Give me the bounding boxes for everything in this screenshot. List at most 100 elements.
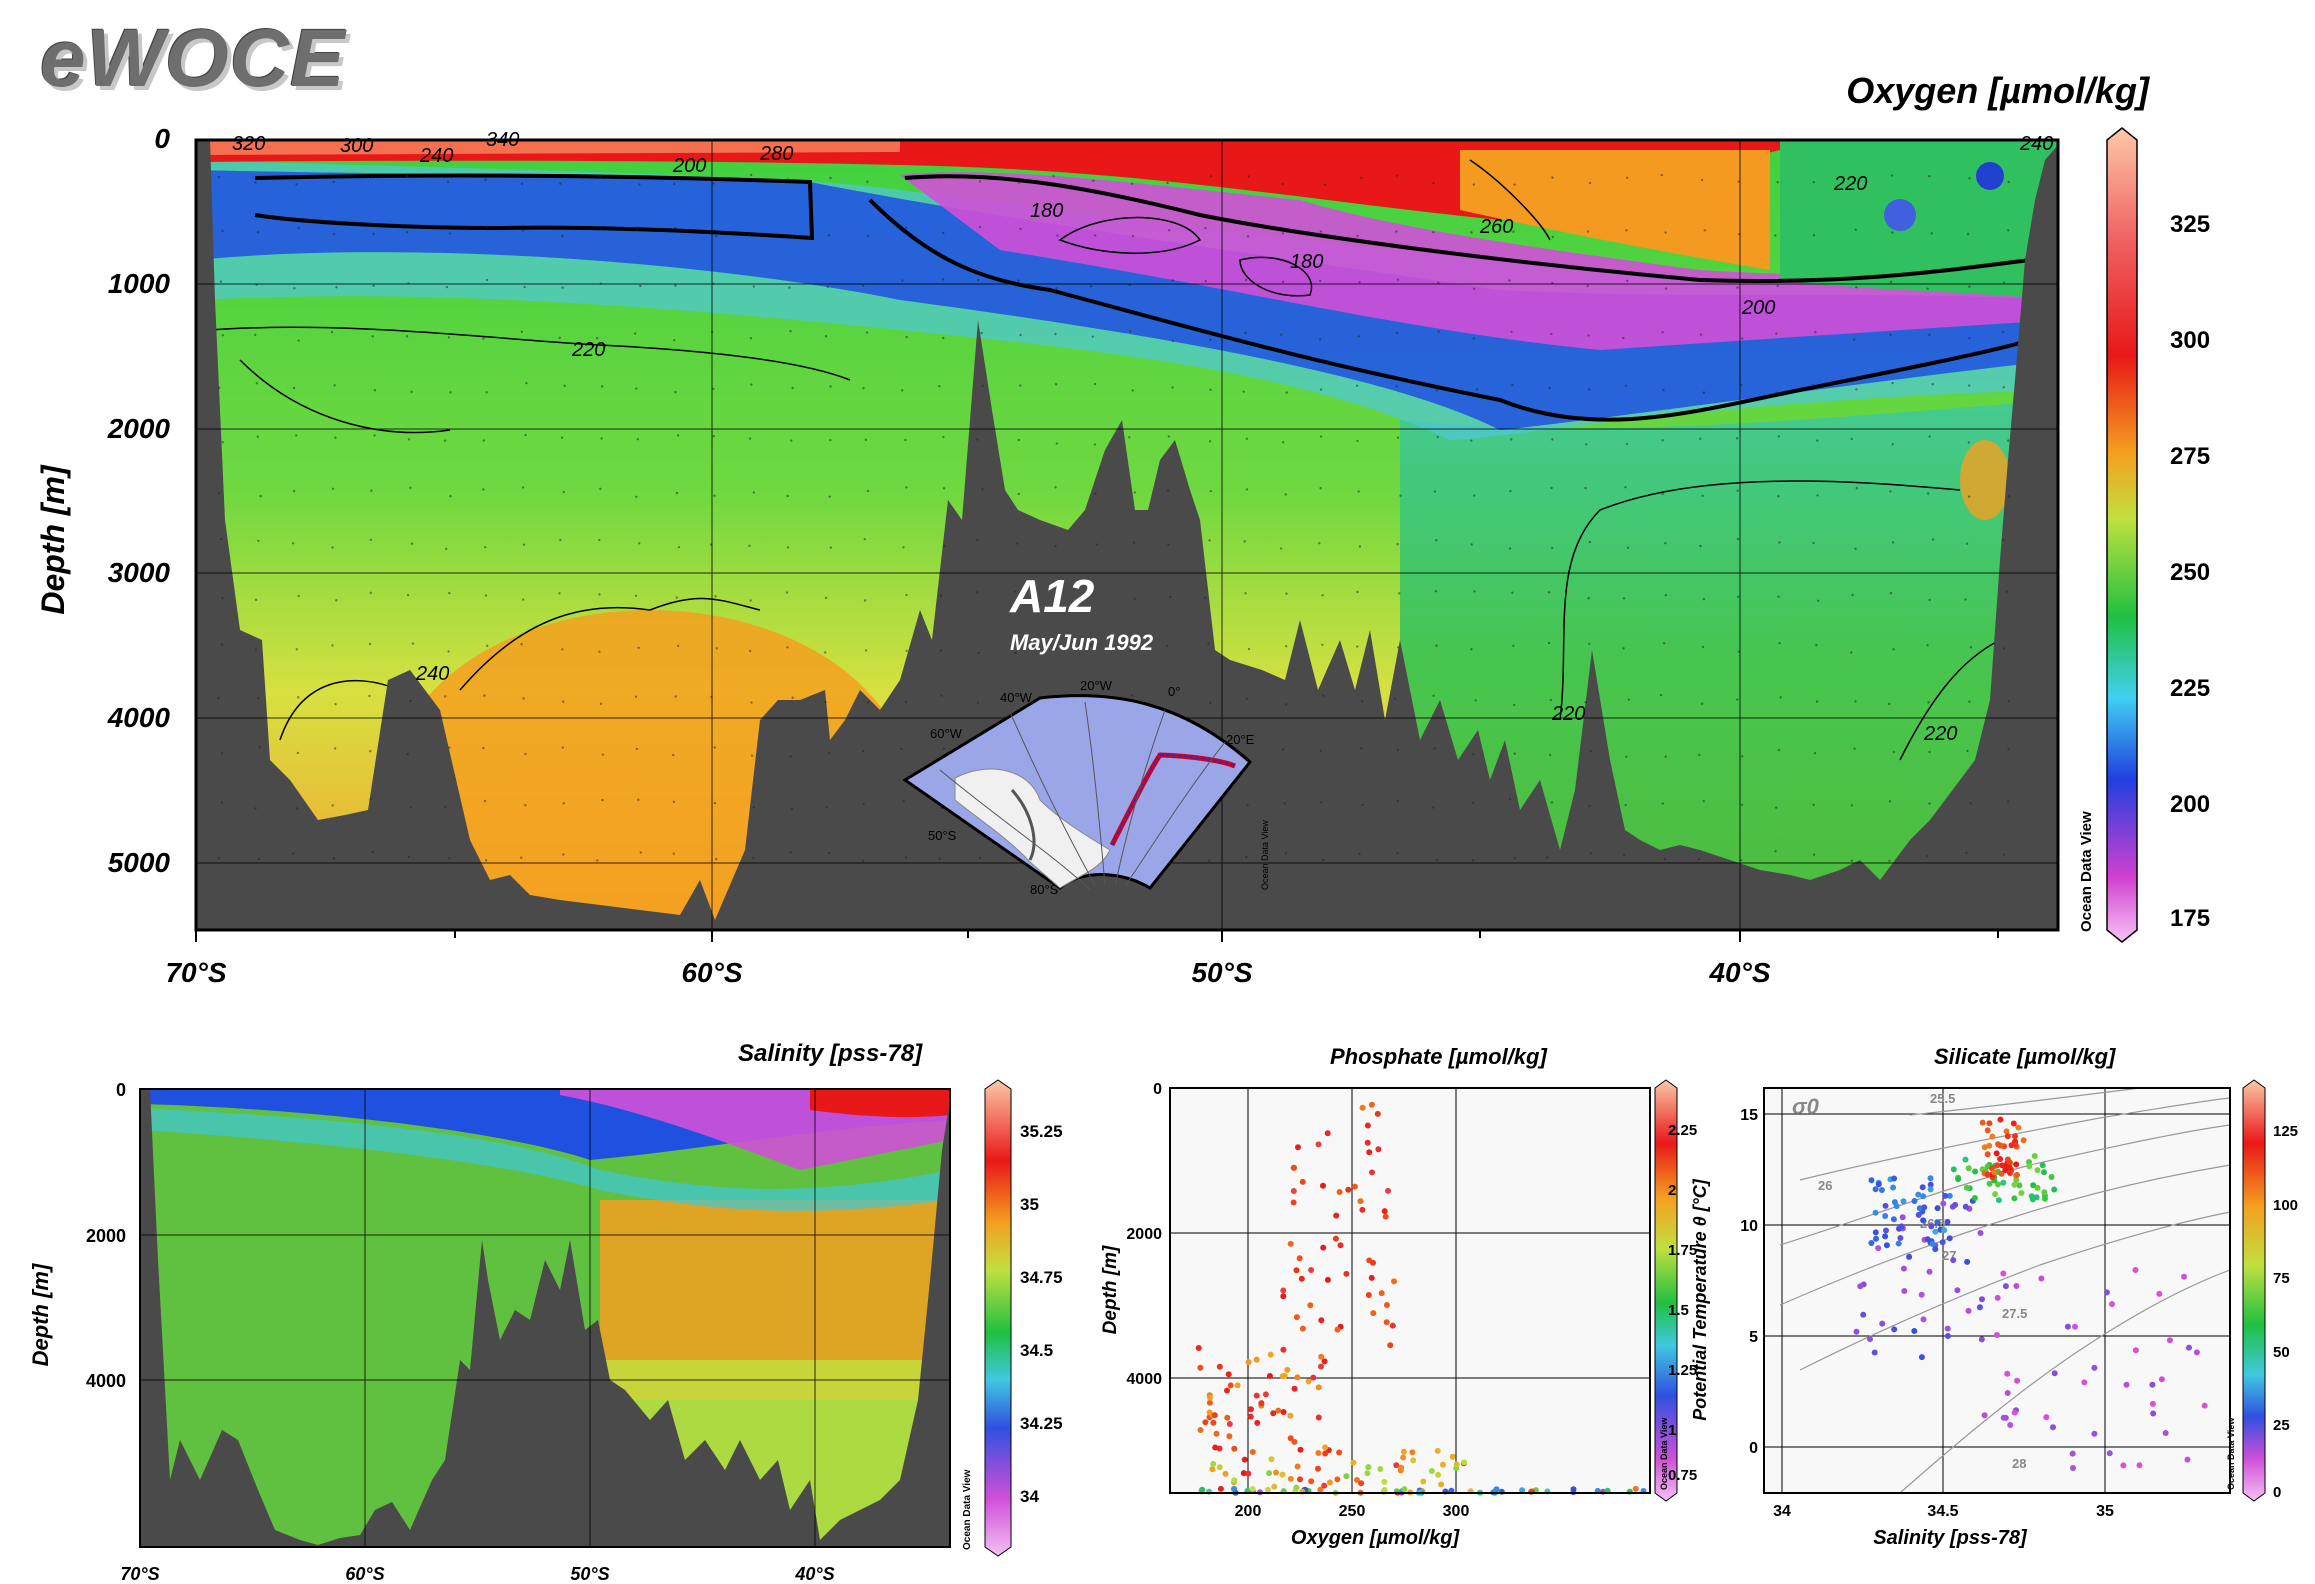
station-sample-dot bbox=[598, 538, 601, 542]
station-sample-dot bbox=[558, 592, 561, 595]
station-sample-dot bbox=[1775, 332, 1778, 335]
station-sample-dot bbox=[824, 335, 828, 338]
station-sample-dot bbox=[713, 494, 716, 497]
station-sample-dot bbox=[372, 284, 375, 288]
scatter-point bbox=[1978, 1336, 1985, 1343]
scatter-point bbox=[1879, 1320, 1886, 1327]
scatter-point bbox=[2004, 1390, 2011, 1396]
scatter-point bbox=[1287, 1435, 1294, 1442]
y-tick: 15 bbox=[1740, 1107, 1758, 1124]
station-sample-dot bbox=[1776, 180, 1779, 184]
scatter-point bbox=[1979, 1296, 1985, 1303]
station-sample-dot bbox=[1244, 331, 1247, 335]
scatter-point bbox=[2091, 1364, 2098, 1371]
station-sample-dot bbox=[219, 280, 223, 283]
station-sample-dot bbox=[562, 700, 565, 703]
station-sample-dot bbox=[1094, 492, 1097, 495]
station-sample-dot bbox=[484, 178, 487, 181]
station-sample-dot bbox=[1626, 279, 1629, 283]
station-sample-dot bbox=[220, 643, 224, 646]
silicate-ts-chart: σ0 25.5 26 26.5 27 27.5 28 0 5 10 15 34 … bbox=[1690, 1079, 2298, 1549]
station-sample-dot bbox=[1356, 235, 1359, 238]
scatter-point bbox=[1381, 1208, 1388, 1215]
station-sample-dot bbox=[1360, 700, 1364, 703]
scatter-point bbox=[1950, 1166, 1957, 1173]
scatter-point bbox=[2120, 1462, 2127, 1469]
scatter-point bbox=[1365, 1464, 1372, 1471]
scatter-point bbox=[2004, 1156, 2011, 1163]
scatter-point bbox=[1927, 1186, 1934, 1193]
scatter-point bbox=[1882, 1233, 1889, 1240]
y-tick: 2000 bbox=[86, 1226, 126, 1246]
station-sample-dot bbox=[600, 228, 603, 231]
scatter-point bbox=[1934, 1219, 1941, 1226]
station-sample-dot bbox=[372, 232, 375, 236]
station-sample-dot bbox=[902, 799, 905, 803]
scatter-point bbox=[1253, 1356, 1260, 1363]
scatter-point bbox=[1944, 1333, 1951, 1339]
station-sample-dot bbox=[980, 331, 983, 335]
y-tick: 1000 bbox=[108, 268, 171, 299]
y-tick: 5000 bbox=[108, 847, 171, 878]
scatter-point bbox=[1440, 1461, 1446, 1468]
y-tick: 4000 bbox=[107, 702, 171, 733]
station-sample-dot bbox=[1624, 485, 1627, 489]
scatter-point bbox=[1927, 1175, 1934, 1182]
scatter-point bbox=[1900, 1198, 1907, 1205]
station-sample-dot bbox=[1855, 487, 1859, 490]
station-sample-dot bbox=[635, 747, 639, 751]
station-sample-dot bbox=[866, 701, 870, 704]
scatter-point bbox=[1334, 1326, 1341, 1333]
contour-label: 220 bbox=[1551, 703, 1585, 725]
scatter-point bbox=[1927, 1181, 1934, 1188]
station-sample-dot bbox=[1512, 644, 1515, 647]
station-sample-dot bbox=[409, 486, 412, 489]
scatter-point bbox=[1326, 1479, 1333, 1486]
scatter-point bbox=[1271, 1483, 1278, 1490]
station-sample-dot bbox=[1664, 593, 1668, 597]
station-sample-dot bbox=[1318, 338, 1322, 341]
station-sample-dot bbox=[1740, 383, 1743, 387]
scatter-point bbox=[1900, 1265, 1907, 1272]
station-sample-dot bbox=[519, 856, 523, 859]
scatter-point bbox=[1920, 1316, 1927, 1323]
scatter-point bbox=[1875, 1245, 1882, 1252]
station-sample-dot bbox=[1247, 647, 1251, 651]
scatter-point bbox=[1387, 1342, 1394, 1349]
station-sample-dot bbox=[561, 234, 564, 238]
station-sample-dot bbox=[981, 384, 984, 387]
scatter-point bbox=[1995, 1197, 2002, 1204]
x-tick: 50°S bbox=[570, 1564, 609, 1580]
scatter-point bbox=[1940, 1200, 1947, 1207]
station-sample-dot bbox=[409, 805, 413, 809]
scatter-point bbox=[1378, 1290, 1385, 1297]
contour-label: 280 bbox=[759, 143, 793, 165]
station-sample-dot bbox=[1774, 806, 1778, 809]
station-sample-dot bbox=[790, 439, 793, 442]
station-sample-dot bbox=[940, 694, 943, 697]
station-sample-dot bbox=[601, 753, 605, 756]
station-sample-dot bbox=[1247, 175, 1250, 178]
scatter-point bbox=[1366, 1149, 1373, 1156]
station-sample-dot bbox=[1741, 755, 1744, 758]
station-sample-dot bbox=[1358, 852, 1361, 856]
station-sample-dot bbox=[1854, 700, 1857, 703]
station-sample-dot bbox=[1968, 700, 1971, 703]
station-sample-dot bbox=[1585, 443, 1588, 446]
scatter-point bbox=[1875, 1181, 1882, 1188]
scatter-point bbox=[2011, 1409, 2018, 1416]
scatter-point bbox=[1995, 1141, 2002, 1148]
scatter-point bbox=[1231, 1477, 1238, 1484]
scatter-point bbox=[2150, 1410, 2157, 1417]
silicate-x-label: Salinity [pss-78] bbox=[1873, 1527, 2028, 1549]
scatter-point bbox=[1926, 1268, 1933, 1275]
station-sample-dot bbox=[220, 752, 224, 755]
scatter-point bbox=[1290, 1199, 1297, 1206]
scatter-point bbox=[1291, 1438, 1298, 1445]
oxygen-colorbar: 325 300 275 250 225 200 175 Ocean Data V… bbox=[2078, 127, 2210, 943]
station-sample-dot bbox=[1470, 439, 1473, 442]
scatter-point bbox=[1461, 1459, 1468, 1466]
scatter-point bbox=[2012, 1133, 2018, 1140]
scatter-point bbox=[1317, 1486, 1324, 1493]
station-sample-dot bbox=[257, 539, 260, 543]
